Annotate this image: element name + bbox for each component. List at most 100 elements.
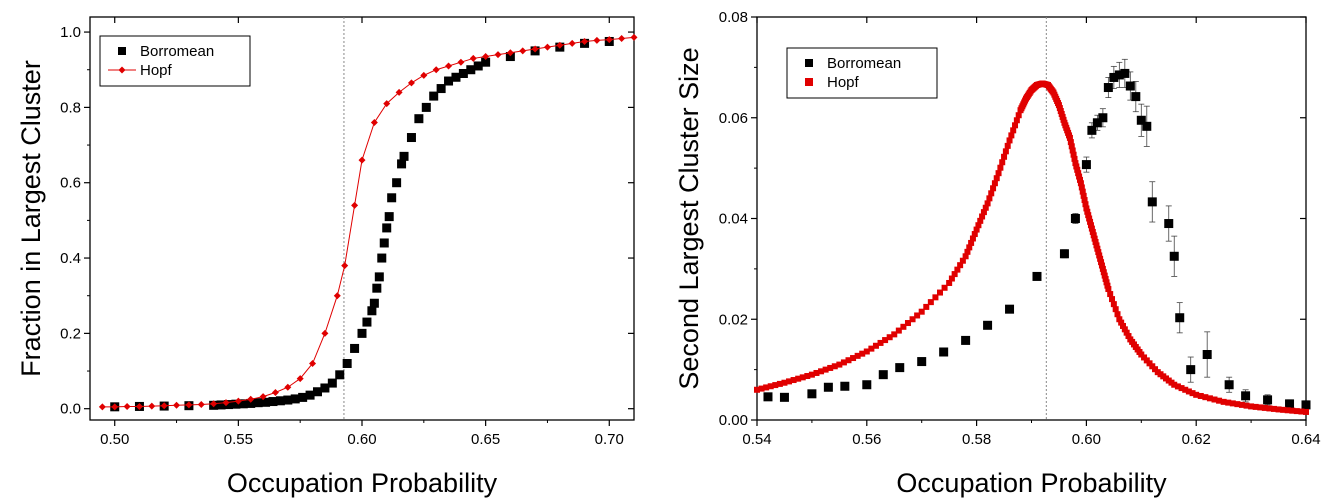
data-point xyxy=(1083,205,1090,212)
x-axis-title: Occupation Probability xyxy=(896,468,1167,498)
data-point xyxy=(1085,212,1092,219)
data-point xyxy=(969,235,976,242)
data-point xyxy=(818,368,825,375)
data-point xyxy=(1071,155,1078,162)
data-point xyxy=(379,238,389,248)
data-point xyxy=(1220,398,1227,405)
data-point xyxy=(1089,228,1096,235)
data-point xyxy=(382,223,392,233)
x-tick-label: 0.58 xyxy=(962,431,991,448)
data-point xyxy=(466,65,476,75)
data-point xyxy=(1174,383,1181,390)
data-point xyxy=(790,377,797,384)
data-point xyxy=(979,213,986,220)
data-point xyxy=(469,54,477,62)
series-hopf xyxy=(98,33,638,411)
data-point xyxy=(370,118,378,126)
data-point xyxy=(1066,134,1073,141)
data-point xyxy=(1101,272,1108,279)
chart-left: 0.50 0.55 0.60 0.65 0.70 0.0 0.2 0.4 0.6 0.8 1.0 Oc… xyxy=(16,16,638,498)
legend-marker xyxy=(118,66,126,74)
data-point xyxy=(1185,388,1192,395)
data-point xyxy=(1015,112,1022,119)
data-point xyxy=(990,185,997,192)
data-point xyxy=(1087,222,1094,229)
data-point xyxy=(863,348,870,355)
data-point xyxy=(937,289,943,296)
data-point xyxy=(993,175,1000,182)
data-point xyxy=(1270,405,1277,412)
legend-label: Borromean xyxy=(827,55,901,72)
data-point xyxy=(1091,235,1098,242)
data-point xyxy=(420,71,428,79)
data-point xyxy=(222,399,230,407)
data-point xyxy=(1100,269,1107,276)
data-point xyxy=(962,253,969,260)
data-point xyxy=(335,370,345,380)
data-point xyxy=(1093,242,1100,249)
data-point xyxy=(312,387,322,397)
data-point xyxy=(840,381,850,391)
data-point xyxy=(1097,255,1104,262)
data-point xyxy=(1096,252,1103,259)
data-point xyxy=(982,204,989,211)
data-point xyxy=(1224,380,1234,390)
legend-label: Borromean xyxy=(140,43,214,60)
data-point xyxy=(973,226,980,233)
data-point xyxy=(397,159,407,169)
data-point xyxy=(1118,319,1125,326)
data-point xyxy=(1076,173,1083,180)
data-point xyxy=(369,298,379,308)
data-point xyxy=(895,327,902,334)
data-point xyxy=(1072,160,1079,167)
y-axis-title: Second Largest Cluster Size xyxy=(674,47,704,389)
series-line xyxy=(102,36,635,408)
data-point xyxy=(754,386,760,393)
y-tick-label: 0.02 xyxy=(719,311,748,328)
x-tick-label: 0.60 xyxy=(347,431,376,448)
data-point xyxy=(296,375,304,383)
data-point xyxy=(1202,394,1209,401)
data-point xyxy=(1275,406,1282,413)
data-point xyxy=(1092,118,1102,128)
data-point xyxy=(421,102,431,112)
data-point xyxy=(1211,396,1218,403)
data-point xyxy=(808,371,815,378)
data-point xyxy=(948,275,955,282)
data-point xyxy=(1225,399,1232,406)
data-point xyxy=(786,378,793,385)
data-point xyxy=(1280,406,1287,413)
x-tick-label: 0.54 xyxy=(742,431,771,448)
y-tick-label: 0.06 xyxy=(719,110,748,127)
data-point xyxy=(918,308,925,315)
data-point xyxy=(951,271,958,278)
data-point xyxy=(98,403,106,411)
data-point xyxy=(859,350,866,357)
data-point xyxy=(882,337,889,344)
data-point xyxy=(1004,142,1011,149)
data-point xyxy=(941,284,948,291)
legend-label: Hopf xyxy=(140,62,173,79)
data-point xyxy=(505,52,515,62)
data-point xyxy=(980,209,987,216)
data-point xyxy=(384,212,394,222)
data-point xyxy=(1121,326,1128,333)
data-point xyxy=(763,392,773,402)
data-point xyxy=(1261,404,1268,411)
data-point xyxy=(481,57,491,67)
data-point xyxy=(399,151,409,161)
data-point xyxy=(1074,166,1081,173)
data-point xyxy=(1243,402,1250,409)
data-point xyxy=(457,58,465,66)
data-point xyxy=(836,361,843,368)
data-point xyxy=(999,159,1006,166)
data-point xyxy=(995,170,1002,177)
data-point xyxy=(1120,322,1126,329)
data-point xyxy=(1076,176,1083,183)
data-point xyxy=(271,389,279,397)
data-point xyxy=(767,383,774,390)
data-point xyxy=(1142,121,1152,131)
data-point xyxy=(1110,301,1117,308)
data-point xyxy=(1112,306,1119,313)
data-point xyxy=(618,34,626,42)
